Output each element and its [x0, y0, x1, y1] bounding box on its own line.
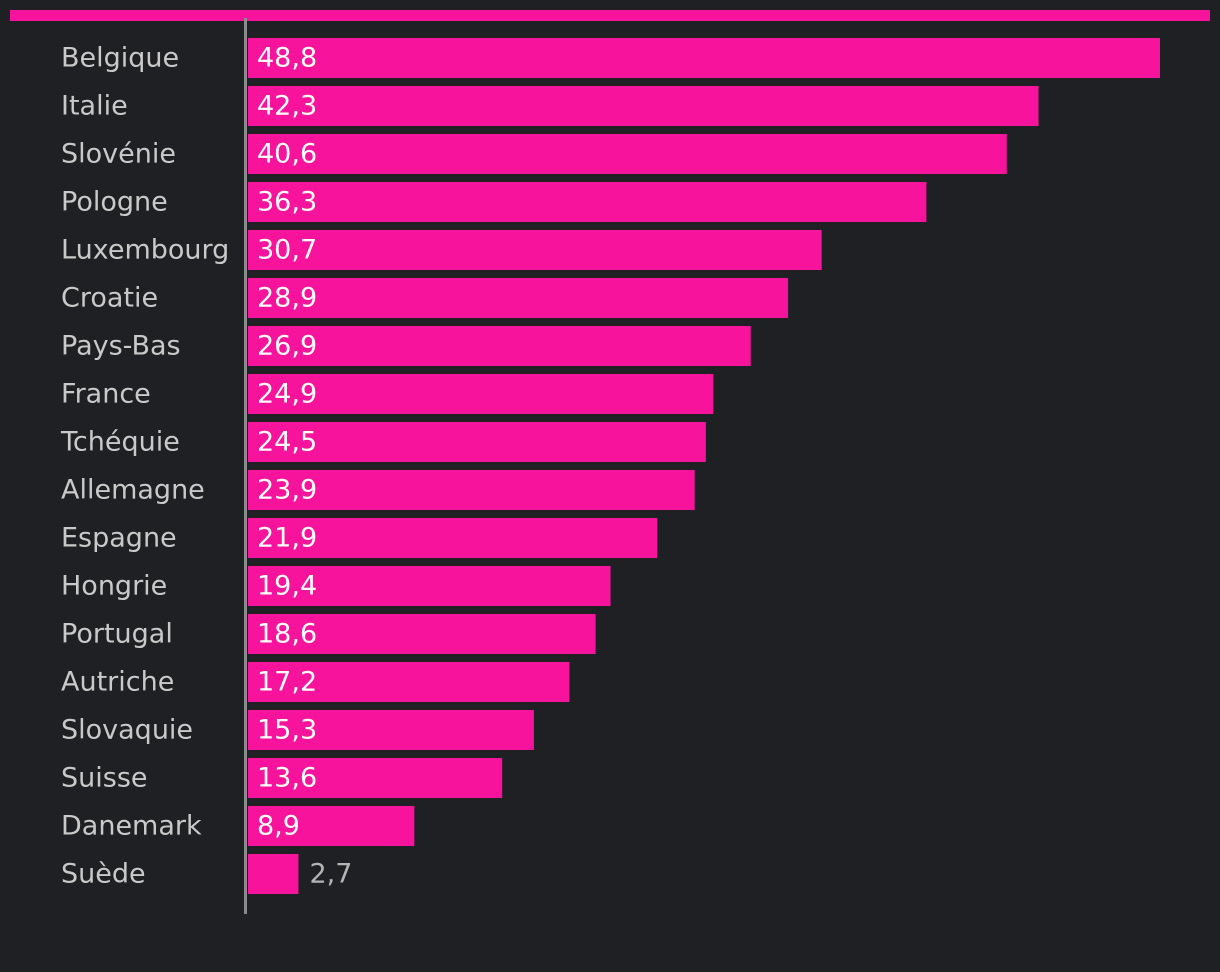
bar-slovénie [248, 134, 1007, 174]
value-label: 19,4 [257, 571, 317, 602]
bar-suède [248, 854, 299, 894]
category-label: Tchéquie [60, 427, 180, 458]
value-label: 42,3 [257, 91, 317, 122]
value-label: 15,3 [257, 715, 317, 746]
value-label: 24,5 [257, 427, 317, 458]
value-label: 30,7 [257, 235, 317, 266]
category-label: Hongrie [61, 571, 167, 602]
top-accent-line [10, 10, 1210, 21]
value-label: 23,9 [257, 475, 317, 506]
category-label: Allemagne [61, 475, 205, 506]
bar-croatie [248, 278, 789, 318]
category-label: Pologne [61, 187, 168, 218]
value-label: 8,9 [257, 811, 300, 842]
category-label: Suède [61, 859, 146, 890]
value-label: 28,9 [257, 283, 317, 314]
category-label: Slovénie [61, 139, 176, 170]
bar-tchéquie [248, 422, 706, 462]
bar-slovaquie [248, 710, 534, 750]
bar-france [248, 374, 714, 414]
category-label: Slovaquie [61, 715, 193, 746]
category-label: Autriche [61, 667, 174, 698]
bar-allemagne [248, 470, 695, 510]
value-labels-group: 48,8 42,3 40,6 36,3 30,7 28,9 26,9 24,9 24,5 23,9… [257, 43, 352, 890]
category-label: Pays-Bas [61, 331, 181, 362]
category-label: Danemark [61, 811, 202, 842]
bar-pologne [248, 182, 927, 222]
value-label: 13,6 [257, 763, 317, 794]
bar-luxembourg [248, 230, 822, 270]
bar-danemark [248, 806, 415, 846]
category-label: Portugal [61, 619, 173, 650]
value-label: 48,8 [257, 43, 317, 74]
bar-italie [248, 86, 1039, 126]
category-label: France [61, 379, 151, 410]
bars-group [248, 38, 1160, 894]
category-labels-group: Belgique Italie Slovénie Pologne Luxembourg C… [60, 43, 229, 890]
bar-espagne [248, 518, 658, 558]
bar-autriche [248, 662, 570, 702]
bar-pays-bas [248, 326, 751, 366]
value-label: 18,6 [257, 619, 317, 650]
value-label: 24,9 [257, 379, 317, 410]
value-label: 2,7 [309, 859, 352, 890]
value-label: 17,2 [257, 667, 317, 698]
category-label: Italie [61, 91, 128, 122]
bar-portugal [248, 614, 596, 654]
category-label: Luxembourg [61, 235, 229, 266]
value-label: 21,9 [257, 523, 317, 554]
bar-hongrie [248, 566, 611, 606]
category-label: Suisse [61, 763, 148, 794]
category-label: Belgique [61, 43, 179, 74]
category-label: Espagne [61, 523, 177, 554]
value-label: 40,6 [257, 139, 317, 170]
value-label: 26,9 [257, 331, 317, 362]
bar-belgique [248, 38, 1160, 78]
category-label: Croatie [61, 283, 158, 314]
value-label: 36,3 [257, 187, 317, 218]
bar-suisse [248, 758, 503, 798]
